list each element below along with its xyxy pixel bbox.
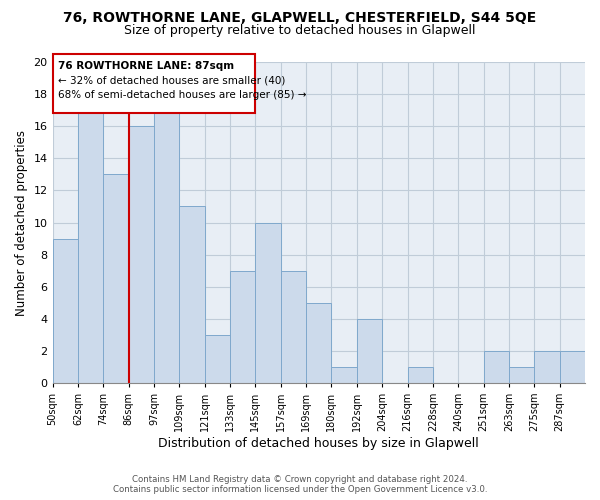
Bar bbox=[331, 367, 357, 383]
Bar bbox=[560, 351, 585, 383]
Text: Contains HM Land Registry data © Crown copyright and database right 2024.
Contai: Contains HM Land Registry data © Crown c… bbox=[113, 474, 487, 494]
Bar bbox=[154, 110, 179, 383]
Bar bbox=[179, 206, 205, 383]
Bar bbox=[78, 110, 103, 383]
Bar bbox=[484, 351, 509, 383]
Bar bbox=[281, 270, 306, 383]
Bar bbox=[306, 302, 331, 383]
Y-axis label: Number of detached properties: Number of detached properties bbox=[15, 130, 28, 316]
FancyBboxPatch shape bbox=[53, 54, 256, 114]
Bar bbox=[509, 367, 534, 383]
Bar bbox=[230, 270, 256, 383]
X-axis label: Distribution of detached houses by size in Glapwell: Distribution of detached houses by size … bbox=[158, 437, 479, 450]
Text: 68% of semi-detached houses are larger (85) →: 68% of semi-detached houses are larger (… bbox=[58, 90, 306, 100]
Bar bbox=[103, 174, 128, 383]
Bar bbox=[53, 238, 78, 383]
Text: 76, ROWTHORNE LANE, GLAPWELL, CHESTERFIELD, S44 5QE: 76, ROWTHORNE LANE, GLAPWELL, CHESTERFIE… bbox=[64, 11, 536, 25]
Bar bbox=[407, 367, 433, 383]
Text: Size of property relative to detached houses in Glapwell: Size of property relative to detached ho… bbox=[124, 24, 476, 37]
Bar bbox=[357, 319, 382, 383]
Bar bbox=[534, 351, 560, 383]
Bar bbox=[128, 126, 154, 383]
Bar bbox=[205, 335, 230, 383]
Text: ← 32% of detached houses are smaller (40): ← 32% of detached houses are smaller (40… bbox=[58, 76, 285, 86]
Bar bbox=[256, 222, 281, 383]
Text: 76 ROWTHORNE LANE: 87sqm: 76 ROWTHORNE LANE: 87sqm bbox=[58, 60, 234, 70]
